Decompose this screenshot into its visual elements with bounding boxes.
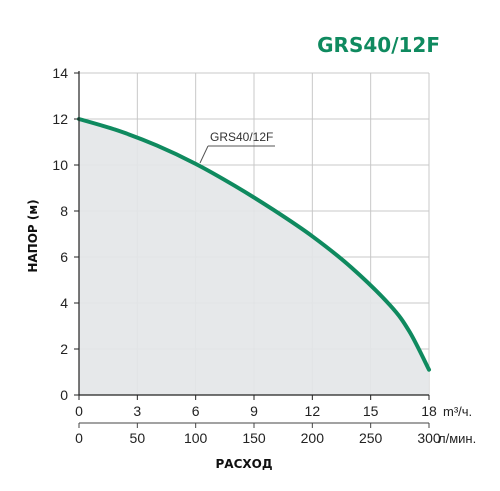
y-tick-label: 8 [60, 203, 68, 219]
series-line-grs40-12f [77, 117, 431, 372]
x-tick-label: 18 [421, 403, 437, 419]
y-tick-label: 12 [52, 111, 68, 127]
area-fill [79, 119, 429, 395]
y-tick-label: 6 [60, 249, 68, 265]
y-tick-label: 0 [60, 387, 68, 403]
x2-unit-label: л/мин. [438, 431, 476, 446]
curve-annotation-label: GRS40/12F [210, 130, 273, 144]
x-axis-title: РАСХОД [215, 457, 272, 471]
x-tick-label: 0 [75, 403, 83, 419]
x2-tick-labels: 0 50 100 150 200 250 300 [75, 423, 441, 446]
x-tick-label: 12 [305, 403, 321, 419]
x-tick-label: 15 [363, 403, 379, 419]
x2-tick-label: 50 [130, 430, 146, 446]
x-tick-label: 3 [133, 403, 141, 419]
x-unit-label: m³/ч. [443, 404, 472, 419]
y-tick-label: 2 [60, 341, 68, 357]
x2-tick-label: 200 [301, 430, 325, 446]
y-tick-label: 10 [52, 157, 68, 173]
y-axis-title: НАПОР (м) [26, 199, 40, 272]
y-tick-label: 14 [52, 65, 68, 81]
y-tick-label: 4 [60, 295, 68, 311]
y-tick-labels: 0 2 4 6 8 10 12 14 [52, 65, 79, 403]
x2-tick-label: 100 [184, 430, 208, 446]
chart-title: GRS40/12F [317, 33, 440, 57]
x-tick-labels: 0 3 6 9 12 15 18 [75, 395, 437, 419]
x2-tick-label: 0 [75, 430, 83, 446]
x-tick-label: 9 [250, 403, 258, 419]
x2-tick-label: 300 [417, 430, 441, 446]
annotation-leader-diagonal [199, 145, 209, 164]
x2-tick-label: 150 [242, 430, 266, 446]
x-tick-label: 6 [192, 403, 200, 419]
x2-tick-label: 250 [359, 430, 383, 446]
